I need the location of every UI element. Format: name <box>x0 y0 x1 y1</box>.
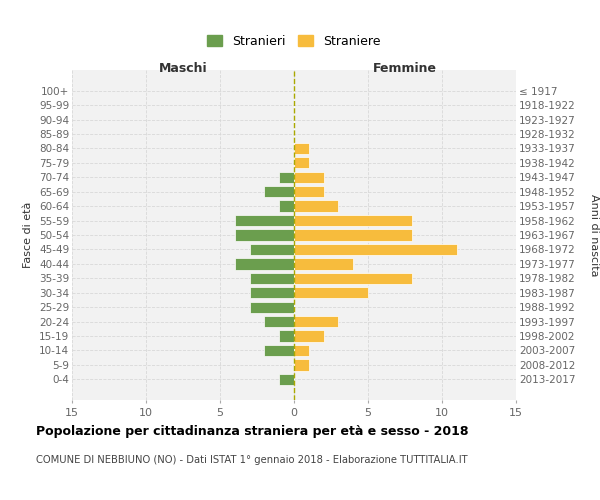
Bar <box>265 345 294 356</box>
Bar <box>294 142 309 154</box>
Text: Maschi: Maschi <box>158 62 208 74</box>
Bar <box>294 272 412 284</box>
Bar <box>279 200 294 212</box>
Bar <box>294 200 338 212</box>
Bar <box>294 157 309 168</box>
Bar <box>235 230 294 240</box>
Bar <box>235 258 294 270</box>
Bar <box>265 186 294 198</box>
Bar <box>294 172 323 183</box>
Bar <box>265 316 294 328</box>
Bar <box>279 172 294 183</box>
Bar <box>294 230 412 240</box>
Bar <box>294 316 338 328</box>
Bar <box>294 330 323 342</box>
Bar <box>294 345 309 356</box>
Bar <box>250 272 294 284</box>
Bar <box>235 215 294 226</box>
Bar <box>250 287 294 298</box>
Bar <box>294 215 412 226</box>
Y-axis label: Anni di nascita: Anni di nascita <box>589 194 599 276</box>
Bar <box>294 186 323 198</box>
Bar <box>250 302 294 313</box>
Bar <box>294 360 309 370</box>
Bar <box>279 374 294 385</box>
Bar <box>250 244 294 255</box>
Bar <box>294 258 353 270</box>
Y-axis label: Fasce di età: Fasce di età <box>23 202 34 268</box>
Text: Femmine: Femmine <box>373 62 437 74</box>
Text: COMUNE DI NEBBIUNO (NO) - Dati ISTAT 1° gennaio 2018 - Elaborazione TUTTITALIA.I: COMUNE DI NEBBIUNO (NO) - Dati ISTAT 1° … <box>36 455 467 465</box>
Bar <box>279 330 294 342</box>
Legend: Stranieri, Straniere: Stranieri, Straniere <box>202 30 386 53</box>
Bar <box>294 244 457 255</box>
Text: Popolazione per cittadinanza straniera per età e sesso - 2018: Popolazione per cittadinanza straniera p… <box>36 425 469 438</box>
Bar <box>294 287 368 298</box>
